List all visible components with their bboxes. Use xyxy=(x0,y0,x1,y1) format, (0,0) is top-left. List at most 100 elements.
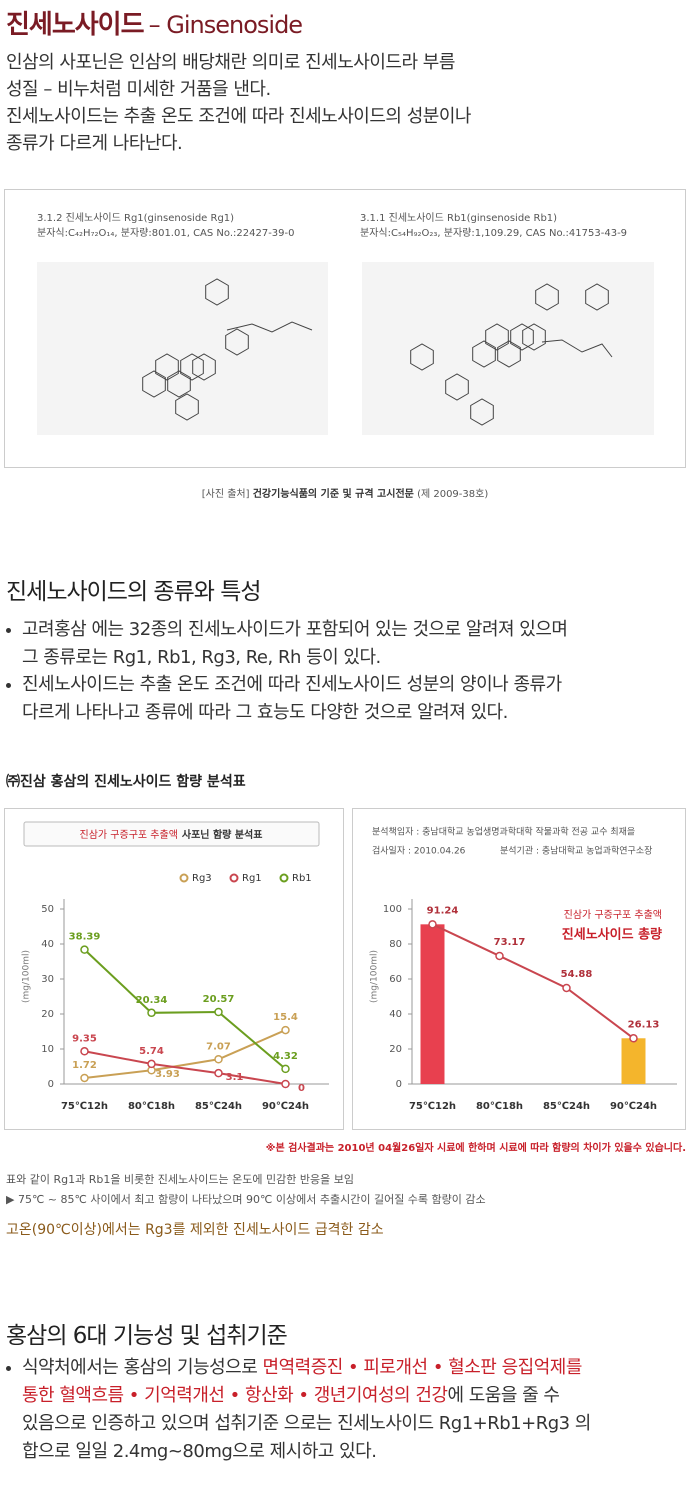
y-tick-label: 60 xyxy=(389,974,402,985)
y-tick-label: 20 xyxy=(389,1044,402,1055)
legend-marker xyxy=(179,873,189,883)
bullet: 진세노사이드는 추출 온도 조건에 따라 진세노사이드 성분의 양이나 종류가 … xyxy=(6,671,562,727)
chain xyxy=(541,339,613,358)
y-tick-label: 30 xyxy=(41,974,54,985)
y-tick-label: 80 xyxy=(389,939,402,950)
ring xyxy=(205,278,229,306)
ring xyxy=(410,343,434,371)
data-point xyxy=(80,1047,89,1056)
ring xyxy=(167,370,191,398)
chart-panel xyxy=(4,808,344,1130)
ring xyxy=(192,353,216,381)
bullet-line: 다르게 나타나고 종류에 따라 그 효능도 다양한 것으로 알려져 있다. xyxy=(22,702,508,723)
data-label: 38.39 xyxy=(69,932,101,943)
source-label: [사진 출처] xyxy=(201,489,250,500)
data-point xyxy=(428,920,437,929)
data-point xyxy=(147,1008,156,1018)
emphasis-text: 면역력증진 • 피로개선 • 혈소판 응집억제를 xyxy=(262,1357,583,1378)
data-label: 73.17 xyxy=(494,937,526,948)
data-label: 1.72 xyxy=(72,1060,97,1071)
page-title: 진세노사이드 – Ginsenoside xyxy=(6,4,303,41)
title-main: 진세노사이드 xyxy=(6,10,145,40)
bullet-line: 진세노사이드는 추출 온도 조건에 따라 진세노사이드 성분의 양이나 종류가 xyxy=(22,674,562,695)
data-line xyxy=(84,1029,286,1079)
title-sub: – Ginsenoside xyxy=(148,11,303,39)
structure-image xyxy=(362,262,654,435)
data-label: 26.13 xyxy=(628,1019,660,1030)
data-label: 54.88 xyxy=(561,969,593,980)
intro-line: 진세노사이드는 추출 온도 조건에 따라 진세노사이드의 성분이나 xyxy=(6,106,471,127)
y-tick-label: 20 xyxy=(41,1009,54,1020)
bullet-line: 합으로 일일 2.4mg~80mg으로 제시하고 있다. xyxy=(6,1438,591,1466)
bullet-dot xyxy=(6,683,11,688)
bullet-line: 그 종류로는 Rg1, Rb1, Rg3, Re, Rh 등이 있다. xyxy=(22,647,381,668)
footnote: ※본 검사결과는 2010년 04월26일자 시료에 한하며 시료에 따라 함량… xyxy=(265,1143,686,1154)
bullet-dot xyxy=(6,628,11,633)
data-label: 20.57 xyxy=(203,994,235,1005)
y-tick-label: 50 xyxy=(41,904,54,915)
legend-marker xyxy=(229,873,239,883)
chain xyxy=(226,321,313,333)
legend-marker xyxy=(279,873,289,883)
data-point xyxy=(214,1055,223,1064)
intro-line: 인삼의 사포닌은 인삼의 배당채란 의미로 진세노사이드라 부름 xyxy=(6,52,455,73)
figure-caption: 3.1.1 진세노사이드 Rb1(ginsenoside Rb1) 분자식:C₅… xyxy=(360,211,627,241)
text: 식약처에서는 홍삼의 기능성으로 xyxy=(22,1357,263,1378)
data-label: 0 xyxy=(298,1083,305,1094)
notes: 표와 같이 Rg1과 Rb1을 비롯한 진세노사이드는 온도에 민감한 반응을 … xyxy=(6,1170,486,1210)
x-tick-label: 80℃18h xyxy=(128,1101,175,1112)
section-heading: 홍삼의 6대 기능성 및 섭취기준 xyxy=(6,1323,288,1349)
text: 있음으로 인증하고 있으며 섭취기준 으로는 진세노사이드 Rg1+Rb1+Rg… xyxy=(22,1413,591,1434)
annotation: 진세노사이드 총량 xyxy=(562,927,662,943)
section-heading: ㈜진삼 홍삼의 진세노사이드 함량 분석표 xyxy=(6,774,246,790)
data-point xyxy=(629,1034,638,1043)
data-line xyxy=(432,923,635,1040)
conclusion: 고온(90℃이상)에서는 Rg3를 제외한 진세노사이드 급격한 감소 xyxy=(6,1222,384,1238)
y-tick-label: 40 xyxy=(389,1009,402,1020)
ring xyxy=(470,398,494,426)
intro-line: 성질 – 비누처럼 미세한 거품을 낸다. xyxy=(6,79,271,100)
ring xyxy=(175,393,199,421)
y-tick-label: 0 xyxy=(396,1079,402,1090)
data-point xyxy=(214,1007,223,1017)
bullet-line: 식약처에서는 홍삼의 기능성으로 면역력증진 • 피로개선 • 혈소판 응집억제… xyxy=(6,1354,591,1382)
data-point xyxy=(80,945,89,954)
header-note: 분석기관 : 충남대학교 농업과학연구소장 xyxy=(500,846,652,857)
emphasis-text: 통한 혈액흐름 • 기억력개선 • 항산화 • 갱년기여성의 건강 xyxy=(22,1385,448,1406)
data-label: 4.32 xyxy=(273,1051,298,1062)
formula: 분자식:C₅₄H₉₂O₂₃, 분자량:1,109.29, CAS No.:417… xyxy=(360,228,628,239)
note-line: 표와 같이 Rg1과 Rb1을 비롯한 진세노사이드는 온도에 민감한 반응을 … xyxy=(6,1173,354,1186)
y-tick-label: 100 xyxy=(383,904,402,915)
section-heading: 진세노사이드의 종류와 특성 xyxy=(6,579,262,605)
ring xyxy=(535,283,559,311)
data-point xyxy=(562,983,571,993)
y-tick-label: 0 xyxy=(48,1079,54,1090)
title-bold: 사포닌 함량 분석표 xyxy=(182,828,263,841)
ring xyxy=(155,353,179,381)
bullet-line: 있음으로 인증하고 있으며 섭취기준 으로는 진세노사이드 Rg1+Rb1+Rg… xyxy=(6,1410,591,1438)
x-tick-label: 75℃12h xyxy=(61,1101,108,1112)
header-note: 분석책임자 : 충남대학교 농업생명과학대학 작물과학 전공 교수 최재을 xyxy=(372,826,635,838)
data-point xyxy=(495,951,504,961)
source-note: (제 2009-38호) xyxy=(417,489,489,500)
data-label: 7.07 xyxy=(206,1041,231,1052)
bullet-dot xyxy=(6,1366,11,1371)
annotation: 진삼가 구증구포 추출액 xyxy=(564,909,662,921)
intro: 인삼의 사포닌은 인삼의 배당채란 의미로 진세노사이드라 부름 성질 – 비누… xyxy=(6,49,471,157)
data-point xyxy=(281,1064,290,1074)
bar xyxy=(420,924,445,1084)
data-point xyxy=(281,1079,290,1089)
x-tick-label: 90℃24h xyxy=(262,1101,309,1112)
ring xyxy=(522,323,546,351)
ring xyxy=(225,328,249,356)
source-title: 건강기능식품의 기준 및 규격 고시전문 xyxy=(252,489,414,500)
legend-label: Rg1 xyxy=(242,873,262,884)
legend-label: Rb1 xyxy=(292,873,312,884)
data-point xyxy=(281,1025,290,1035)
x-tick-label: 85℃24h xyxy=(195,1101,242,1112)
y-axis-label: (mg/100ml) xyxy=(22,950,32,1003)
data-line xyxy=(83,948,287,1070)
x-tick-label: 90℃24h xyxy=(610,1101,657,1112)
ring xyxy=(142,370,166,398)
ring xyxy=(180,353,204,381)
